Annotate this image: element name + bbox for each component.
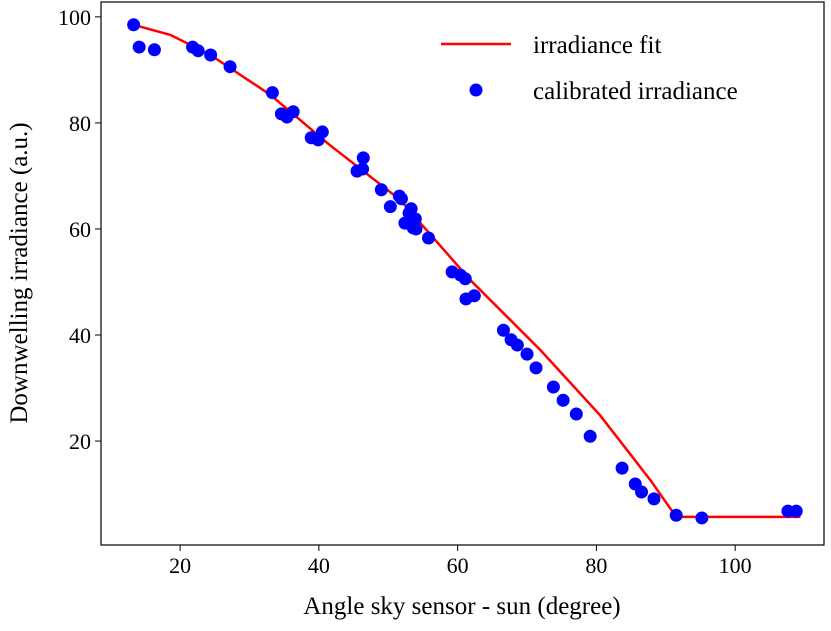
- data-point: [383, 200, 397, 214]
- data-point: [356, 162, 370, 176]
- data-point: [510, 338, 524, 352]
- legend-fit-label: irradiance fit: [533, 32, 661, 59]
- data-point: [265, 86, 279, 100]
- data-point: [204, 48, 218, 62]
- data-point: [132, 40, 146, 54]
- data-point: [127, 18, 141, 32]
- data-point: [394, 192, 408, 206]
- data-point: [546, 380, 560, 394]
- data-point: [422, 231, 436, 245]
- data-point: [695, 511, 709, 525]
- plot-frame: [100, 1, 825, 546]
- y-tick-label: 40: [69, 323, 91, 348]
- data-point: [315, 125, 329, 139]
- x-tick-label: 60: [447, 553, 469, 578]
- data-point: [374, 183, 388, 197]
- data-point: [669, 508, 683, 522]
- data-point: [408, 212, 422, 226]
- data-point: [496, 323, 510, 337]
- legend-points-swatch: [469, 83, 483, 97]
- data-point: [409, 222, 423, 236]
- x-tick-label: 80: [585, 553, 607, 578]
- data-point: [520, 347, 534, 361]
- data-point: [404, 202, 418, 216]
- legend: irradiance fit calibrated irradiance: [441, 32, 738, 105]
- x-axis-label: Angle sky sensor - sun (degree): [303, 593, 620, 620]
- y-tick-label: 60: [69, 217, 91, 242]
- y-axis-label: Downwelling irradiance (a.u.): [6, 122, 33, 423]
- data-point: [556, 393, 570, 407]
- y-tick-label: 100: [58, 5, 91, 30]
- x-tick-label: 100: [719, 553, 752, 578]
- data-point: [286, 105, 300, 119]
- data-point: [223, 60, 237, 74]
- data-point: [356, 151, 370, 165]
- y-tick-label: 80: [69, 111, 91, 136]
- data-point: [147, 43, 161, 57]
- x-tick-label: 40: [308, 553, 330, 578]
- data-point: [647, 492, 661, 506]
- data-point: [635, 485, 649, 499]
- data-point: [191, 44, 205, 58]
- legend-points-label: calibrated irradiance: [533, 78, 738, 105]
- plot-marks: [127, 18, 803, 525]
- x-axis: 20 40 60 80 100: [169, 545, 752, 578]
- data-point: [569, 407, 583, 421]
- data-point: [458, 272, 472, 286]
- y-tick-label: 20: [69, 429, 91, 454]
- data-point: [467, 289, 481, 303]
- data-point: [615, 461, 629, 475]
- y-axis: 20 40 60 80 100: [58, 5, 101, 454]
- x-tick-label: 20: [169, 553, 191, 578]
- data-point: [529, 361, 543, 375]
- data-point: [789, 504, 803, 518]
- data-point: [583, 429, 597, 443]
